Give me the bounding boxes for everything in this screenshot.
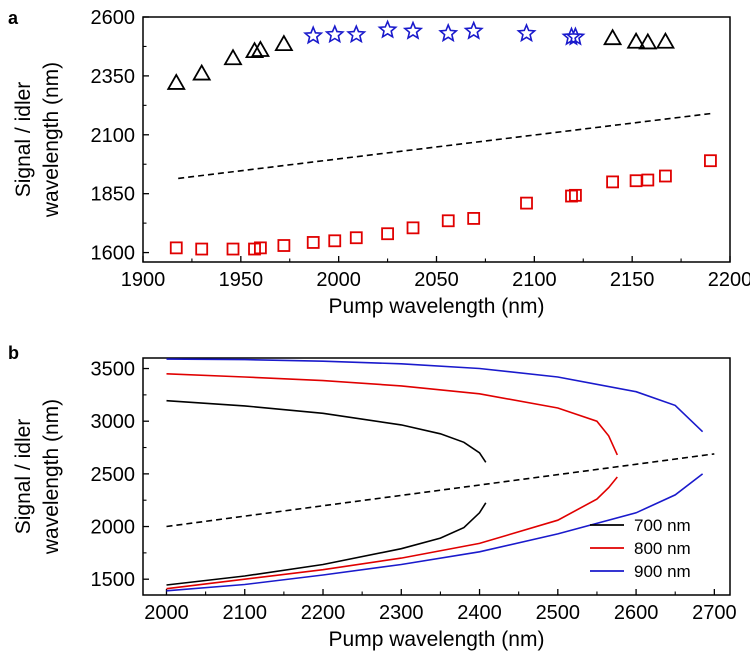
y-tick-label: 1850 <box>91 184 136 206</box>
star-marker <box>402 20 424 40</box>
y-tick-label: 1500 <box>91 569 136 591</box>
x-axis-title: Pump wavelength (nm) <box>329 295 545 318</box>
square-marker <box>381 227 394 241</box>
square-marker <box>565 189 578 203</box>
panel-label: a <box>8 8 19 28</box>
series-line-800-nm-lower <box>166 476 618 590</box>
square-marker <box>569 188 582 202</box>
triangle-marker <box>626 31 646 49</box>
square-marker <box>641 173 655 187</box>
y-tick-label: 3500 <box>91 359 136 381</box>
y-tick-label: 3000 <box>91 411 136 433</box>
legend-label: 700 nm <box>634 516 691 535</box>
dashed-line <box>178 112 711 180</box>
x-tick-label: 2050 <box>414 269 459 291</box>
star-marker <box>377 19 398 39</box>
triangle-marker <box>244 41 265 59</box>
square-marker <box>277 239 291 252</box>
panel-label: b <box>8 343 19 363</box>
triangle-marker <box>638 32 658 50</box>
dashed-line <box>166 453 715 528</box>
square-marker <box>169 241 183 255</box>
series-line-700-nm-lower <box>166 502 487 586</box>
y-tick-label: 2500 <box>91 464 136 486</box>
panel-b: 2000 2100 2200 2300 2400 2500 2600 2700 1500 2000… <box>8 343 737 651</box>
square-marker <box>704 154 717 168</box>
series-line-900-nm-upper <box>166 358 704 433</box>
legend-label: 900 nm <box>634 562 691 581</box>
x-tick-label: 2300 <box>379 602 424 624</box>
triangle-marker <box>223 48 243 66</box>
x-tick-label: 2200 <box>301 602 346 624</box>
triangle-marker <box>192 63 212 81</box>
x-tick-label: 2000 <box>144 602 189 624</box>
square-marker <box>195 242 209 256</box>
square-marker <box>606 175 619 189</box>
series-line-900-nm-lower <box>166 473 704 592</box>
y-tick-label: 2100 <box>91 125 136 147</box>
star-marker <box>303 25 324 45</box>
y-axis-title-line1: Signal / idler <box>12 82 35 198</box>
x-tick-label: 1950 <box>219 269 264 291</box>
y-tick-label: 2600 <box>91 7 136 29</box>
square-marker <box>659 169 672 183</box>
y-tick-label: 2000 <box>91 517 136 539</box>
legend-label: 800 nm <box>634 539 691 558</box>
square-marker <box>328 234 342 248</box>
square-marker <box>520 196 533 210</box>
x-tick-label: 2600 <box>614 602 659 624</box>
square-marker <box>467 212 481 225</box>
square-marker <box>629 174 643 188</box>
square-marker <box>441 214 455 228</box>
star-marker <box>463 20 484 40</box>
square-marker <box>406 221 420 235</box>
star-marker <box>438 22 459 43</box>
x-tick-label: 2200 <box>708 269 750 291</box>
x-tick-label: 2700 <box>692 602 737 624</box>
x-tick-label: 2100 <box>222 602 267 624</box>
x-tick-label: 2400 <box>457 602 502 624</box>
x-tick-label: 2100 <box>512 269 557 291</box>
y-axis-title-line1: Signal / idler <box>12 419 35 535</box>
x-tick-label: 1900 <box>121 269 166 291</box>
series-line-700-nm-upper <box>166 399 487 463</box>
y-tick-label: 2350 <box>91 66 136 88</box>
square-marker <box>253 241 267 255</box>
triangle-marker <box>166 73 186 90</box>
panel-a: 1900 1950 2000 2050 2100 2150 2200 1600 1850 2100… <box>8 7 750 318</box>
y-axis-title-line2: wavelength (nm) <box>40 62 63 218</box>
y-axis-title-line2: wavelength (nm) <box>40 399 63 555</box>
square-marker <box>226 242 240 256</box>
star-marker <box>324 24 345 44</box>
triangle-marker <box>655 31 675 49</box>
square-marker <box>306 236 320 249</box>
square-marker <box>349 231 363 245</box>
star-marker <box>565 26 586 46</box>
x-tick-label: 2150 <box>610 269 655 291</box>
triangle-marker <box>603 28 623 46</box>
triangle-marker <box>274 34 294 51</box>
plot-frame <box>142 357 731 596</box>
star-marker <box>516 22 537 43</box>
star-marker <box>346 24 367 44</box>
triangle-marker <box>250 40 270 57</box>
series-line-800-nm-upper <box>166 373 619 456</box>
y-tick-label: 1600 <box>91 243 136 265</box>
x-tick-label: 2000 <box>316 269 361 291</box>
x-tick-label: 2500 <box>536 602 581 624</box>
x-axis-title: Pump wavelength (nm) <box>329 628 545 651</box>
